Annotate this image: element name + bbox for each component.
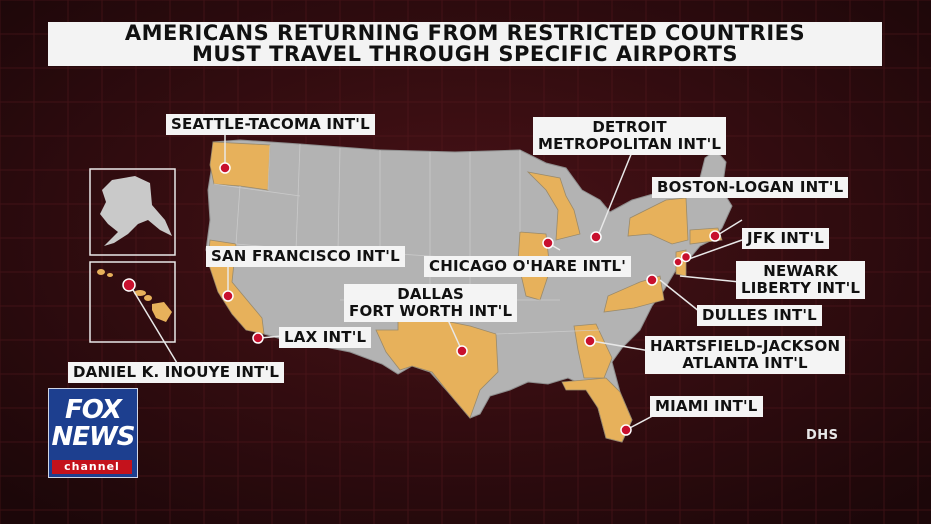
- marker-miami: [620, 424, 632, 436]
- label-chicago: CHICAGO O'HARE INTL': [424, 256, 632, 277]
- label-boston: BOSTON-LOGAN INT'L: [652, 177, 849, 198]
- marker-dulles: [646, 274, 658, 286]
- logo-word-fox: FOX: [65, 395, 122, 425]
- marker-lax: [252, 332, 264, 344]
- label-miami: MIAMI INT'L: [650, 396, 763, 417]
- title-line-1: AMERICANS RETURNING FROM RESTRICTED COUN…: [124, 21, 806, 45]
- label-seattle: SEATTLE-TACOMA INT'L: [166, 114, 375, 135]
- leader-lines: [129, 134, 743, 431]
- alaska-shape: [100, 176, 172, 246]
- alaska-inset-frame: [89, 168, 176, 256]
- label-honolulu: DANIEL K. INOUYE INT'L: [68, 362, 285, 383]
- state-virginia: [603, 275, 665, 313]
- label-jfk: JFK INT'L: [742, 228, 829, 249]
- state-michigan: [526, 171, 581, 241]
- state-florida: [561, 377, 633, 443]
- logo-word-news: NEWS: [51, 422, 136, 452]
- label-dulles: DULLES INT'L: [697, 305, 822, 326]
- marker-atlanta: [584, 335, 596, 347]
- fox-news-logo: FOX NEWS channel: [48, 388, 138, 478]
- logo-word-channel: channel: [52, 460, 132, 474]
- marker-detroit: [590, 231, 602, 243]
- hawaii-shape: [97, 269, 172, 322]
- marker-chicago: [542, 237, 554, 249]
- marker-dallas: [456, 345, 468, 357]
- label-dallas: DALLAS FORT WORTH INT'L: [344, 284, 518, 322]
- state-newyork: [627, 197, 689, 245]
- title-banner: AMERICANS RETURNING FROM RESTRICTED COUN…: [48, 22, 882, 66]
- airport-markers: [122, 162, 721, 436]
- marker-boston: [709, 230, 721, 242]
- hawaii-inset-frame: [89, 261, 176, 343]
- marker-seattle: [219, 162, 231, 174]
- source-credit: DHS: [806, 428, 839, 443]
- state-texas: [375, 299, 499, 419]
- state-washington: [209, 141, 271, 191]
- title-line-2: MUST TRAVEL THROUGH SPECIFIC AIRPORTS: [191, 42, 739, 66]
- marker-newark: [673, 257, 683, 267]
- marker-sanfrancisco: [222, 290, 234, 302]
- label-atlanta: HARTSFIELD-JACKSON ATLANTA INT'L: [645, 336, 846, 374]
- marker-jfk: [680, 251, 692, 263]
- label-sanfrancisco: SAN FRANCISCO INT'L: [206, 246, 405, 267]
- label-lax: LAX INT'L: [279, 327, 372, 348]
- marker-honolulu: [122, 278, 136, 292]
- label-newark: NEWARK LIBERTY INT'L: [736, 261, 866, 299]
- label-detroit: DETROIT METROPOLITAN INT'L: [533, 117, 727, 155]
